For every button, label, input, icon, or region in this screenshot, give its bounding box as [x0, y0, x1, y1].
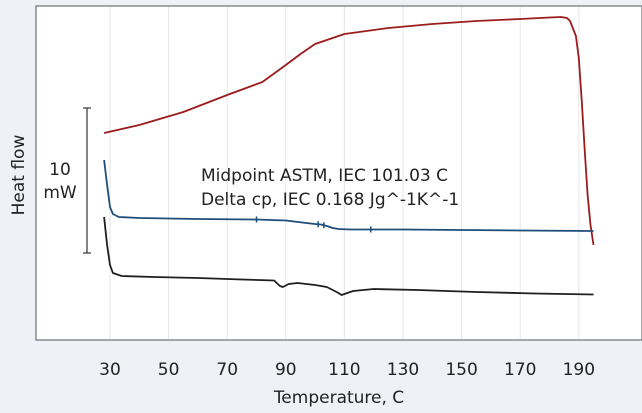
x-tick-label: 50: [158, 360, 180, 380]
series-line-2: [103, 159, 594, 232]
x-tick-label: 130: [387, 360, 419, 380]
x-tick-label: 30: [99, 360, 121, 380]
x-tick-label: 110: [328, 360, 360, 380]
y-axis-label: Heat flow: [9, 135, 29, 216]
plot-area: [35, 5, 642, 341]
x-tick-labels: 30 50 70 90 110 130 150 170 190: [99, 360, 595, 380]
x-axis-label: Temperature, C: [273, 388, 404, 408]
x-tick-label: 150: [445, 360, 477, 380]
grid: [109, 7, 580, 339]
transition-markers: [255, 216, 372, 233]
scale-bar-value: 10: [49, 160, 71, 180]
x-tick-label: 170: [504, 360, 536, 380]
scale-bar-unit: mW: [43, 183, 77, 203]
x-tick-label: 190: [563, 360, 595, 380]
series-lines: [103, 16, 595, 296]
annotation-midpoint: Midpoint ASTM, IEC 101.03 C: [201, 166, 448, 186]
annotation-delta-cp: Delta cp, IEC 0.168 Jg^-1K^-1: [201, 190, 459, 210]
series-line-1: [103, 16, 595, 246]
series-line-3: [103, 216, 594, 296]
x-tick-label: 70: [216, 360, 238, 380]
x-tick-label: 90: [275, 360, 297, 380]
